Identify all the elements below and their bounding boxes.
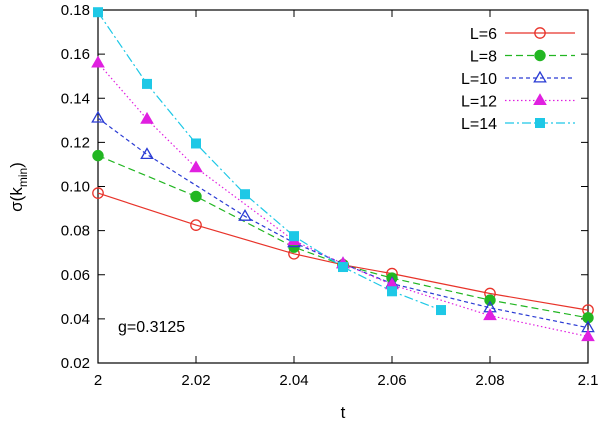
data-point — [91, 55, 105, 68]
data-point — [338, 262, 348, 273]
data-point — [534, 27, 546, 39]
series-l-8 — [92, 149, 594, 324]
series-layer — [91, 7, 595, 342]
y-tick-label: 0.02 — [61, 355, 90, 372]
data-point — [92, 187, 104, 199]
legend-label: L=14 — [461, 116, 497, 133]
data-point — [533, 93, 547, 106]
y-tick-label: 0.04 — [61, 311, 90, 328]
x-tick-label: 2.1 — [578, 372, 598, 389]
legend: L=6 L=8 L=10 L=12 L=14 — [461, 26, 575, 133]
y-tick-label: 0.10 — [61, 179, 90, 196]
y-tick-label: 0.16 — [61, 46, 90, 63]
axis-ticks: 2 2.02 2.04 2.06 2.08 2.1 0.02 0.04 0.06 0.08 0.10… — [61, 2, 598, 389]
data-point — [238, 208, 252, 221]
data-point — [93, 7, 103, 18]
data-point — [189, 160, 203, 173]
data-point — [534, 49, 546, 62]
series-l-14 — [93, 7, 446, 316]
legend-entry: L=10 — [461, 70, 575, 88]
data-point — [240, 189, 250, 200]
legend-label: L=12 — [461, 94, 497, 111]
legend-entry: L=6 — [470, 26, 575, 43]
x-axis-label: t — [341, 403, 346, 422]
data-point — [387, 286, 397, 297]
data-point — [190, 190, 202, 203]
data-point — [436, 305, 446, 316]
legend-label: L=8 — [470, 49, 497, 66]
y-axis-label: σ(kmin) — [7, 162, 30, 212]
data-point — [581, 329, 595, 342]
series-line — [97, 62, 589, 338]
x-tick-label: 2.02 — [181, 372, 210, 389]
data-point — [140, 111, 154, 124]
data-point — [92, 149, 104, 162]
series-line — [97, 117, 589, 329]
x-tick-label: 2.08 — [475, 372, 504, 389]
series-line — [97, 155, 589, 319]
data-point — [91, 110, 105, 123]
data-point — [535, 118, 545, 128]
legend-label: L=6 — [470, 26, 497, 43]
x-tick-label: 2.04 — [279, 372, 308, 389]
legend-label: L=10 — [461, 71, 497, 88]
y-tick-label: 0.12 — [61, 134, 90, 151]
x-tick-label: 2.06 — [377, 372, 406, 389]
x-tick-label: 2 — [94, 372, 102, 389]
data-point — [140, 147, 154, 160]
series-line — [97, 11, 442, 311]
data-point — [484, 294, 496, 306]
data-point — [142, 78, 152, 89]
y-tick-label: 0.08 — [61, 223, 90, 240]
series-line — [97, 192, 589, 311]
legend-entry: L=14 — [461, 116, 575, 133]
data-point — [483, 308, 497, 321]
data-point — [533, 70, 547, 83]
legend-entry: L=8 — [470, 49, 575, 66]
legend-entry: L=12 — [461, 93, 575, 111]
y-tick-label: 0.18 — [61, 2, 90, 19]
data-point — [190, 219, 202, 231]
series-l-6 — [92, 187, 594, 316]
y-tick-label: 0.06 — [61, 267, 90, 284]
g-annotation: g=0.3125 — [118, 319, 185, 336]
data-point — [289, 231, 299, 242]
data-point — [191, 138, 201, 149]
y-tick-label: 0.14 — [61, 90, 90, 107]
